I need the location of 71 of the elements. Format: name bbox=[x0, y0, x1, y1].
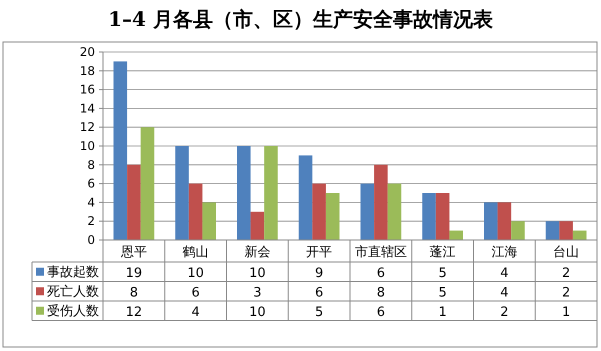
legend-label: 受伤人数 bbox=[47, 304, 99, 319]
bar bbox=[511, 221, 525, 240]
data-label: 8 bbox=[376, 286, 386, 300]
data-label: 5 bbox=[438, 266, 447, 281]
x-tick-label: 新会 bbox=[244, 245, 270, 260]
data-label: 6 bbox=[314, 286, 324, 300]
data-label: 6 bbox=[376, 266, 386, 281]
data-label: 10 bbox=[187, 266, 204, 281]
x-tick-label: 开平 bbox=[306, 245, 332, 260]
bar bbox=[449, 230, 464, 240]
data-label: 4 bbox=[191, 305, 200, 320]
bar bbox=[374, 164, 388, 240]
bar bbox=[140, 127, 154, 240]
data-label: 6 bbox=[191, 286, 200, 300]
data-label: 4 bbox=[500, 266, 509, 281]
y-tick-label: 14 bbox=[80, 101, 95, 116]
y-tick-label: 0 bbox=[87, 233, 95, 247]
data-label: 5 bbox=[314, 305, 324, 320]
bar bbox=[360, 184, 374, 240]
bar bbox=[113, 61, 128, 240]
y-tick-label: 2 bbox=[87, 214, 95, 228]
bar bbox=[326, 193, 340, 240]
legend-label: 事故起数 bbox=[47, 265, 99, 280]
legend-label: 死亡人数 bbox=[47, 284, 99, 300]
data-label: 1 bbox=[562, 305, 570, 320]
y-tick-label: 16 bbox=[80, 82, 95, 97]
bar bbox=[175, 146, 189, 240]
y-tick-label: 18 bbox=[80, 64, 95, 78]
data-label: 6 bbox=[376, 305, 386, 320]
y-tick-label: 8 bbox=[87, 158, 95, 172]
bar bbox=[312, 184, 326, 240]
data-label: 2 bbox=[562, 266, 570, 281]
bar bbox=[498, 202, 512, 240]
data-label: 10 bbox=[249, 266, 266, 281]
x-tick-label: 江海 bbox=[491, 245, 518, 260]
y-tick-label: 6 bbox=[87, 176, 95, 191]
data-label: 8 bbox=[130, 286, 138, 300]
y-tick-label: 12 bbox=[80, 120, 95, 134]
bar bbox=[264, 146, 278, 240]
bar bbox=[484, 202, 498, 240]
data-label: 2 bbox=[500, 305, 509, 320]
bar bbox=[298, 155, 312, 240]
bar bbox=[388, 184, 402, 240]
y-tick-label: 20 bbox=[80, 45, 95, 59]
x-tick-label: 鹤山 bbox=[182, 245, 209, 260]
data-label: 1 bbox=[438, 305, 447, 320]
data-label: 12 bbox=[126, 305, 142, 320]
y-tick-label: 10 bbox=[80, 139, 95, 153]
bar bbox=[546, 221, 560, 240]
x-tick-label: 市直辖区 bbox=[354, 245, 407, 260]
x-tick-label: 蓬江 bbox=[430, 245, 456, 260]
x-tick-label: 恩平 bbox=[120, 245, 147, 260]
bar bbox=[422, 193, 436, 240]
x-tick-label: 台山 bbox=[553, 245, 580, 260]
data-label: 2 bbox=[562, 286, 570, 300]
bar bbox=[202, 202, 216, 240]
bar bbox=[559, 221, 573, 240]
bar bbox=[572, 230, 586, 240]
data-label: 3 bbox=[253, 286, 262, 300]
data-label: 19 bbox=[126, 266, 142, 281]
bar bbox=[127, 164, 141, 240]
bar bbox=[436, 193, 450, 240]
data-label: 9 bbox=[314, 266, 324, 281]
bar bbox=[250, 212, 264, 240]
y-tick-label: 4 bbox=[87, 195, 95, 210]
data-label: 4 bbox=[500, 286, 509, 300]
chart-title: 1–4 月各县（市、区）生产安全事故情况表 bbox=[108, 7, 493, 31]
data-label: 5 bbox=[438, 286, 447, 300]
bar bbox=[236, 146, 251, 240]
data-label: 10 bbox=[249, 305, 266, 320]
bar bbox=[188, 184, 202, 240]
